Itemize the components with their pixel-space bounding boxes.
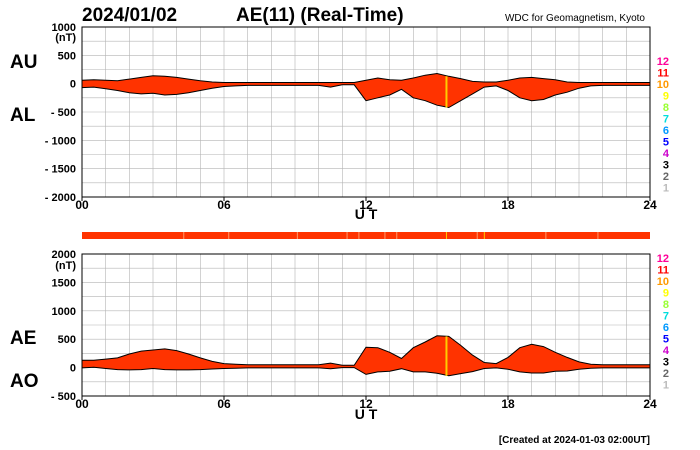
x-tick-label: 12 <box>359 397 373 411</box>
x-tick-label: 00 <box>75 198 89 212</box>
legend-station-10-bottom: 10 <box>657 276 669 288</box>
legend-station-2-top: 2 <box>663 171 669 183</box>
legend-station-3-bottom: 3 <box>663 357 669 369</box>
x-tick-label: 12 <box>359 198 373 212</box>
plot-area: 1000 500 0 - 500 - 1000 - 1500 - 2000 (nT) 00 06 1… <box>10 22 657 422</box>
filled-range-au-al <box>82 73 650 108</box>
legend-station-4-bottom: 4 <box>663 345 670 357</box>
legend-station-7-bottom: 7 <box>663 311 669 323</box>
y-tick-label: 2000 <box>52 249 76 261</box>
x-axis-label: U T <box>355 206 378 222</box>
status-bar <box>82 232 650 239</box>
legend-station-5-bottom: 5 <box>663 334 669 346</box>
legend-station-11-bottom: 11 <box>657 265 669 277</box>
y-tick-label: - 500 <box>51 391 76 403</box>
x-tick-label: 06 <box>217 198 231 212</box>
side-label-al: AL <box>10 105 36 126</box>
x-tick-label: 06 <box>217 397 231 411</box>
legend-station-8-bottom: 8 <box>663 299 669 311</box>
y-tick-label: 1000 <box>52 306 76 318</box>
status-bar-fill <box>82 232 650 239</box>
y-tick-label: 500 <box>58 334 76 346</box>
x-tick-label: 24 <box>643 397 657 411</box>
plot-frame <box>81 253 651 397</box>
y-tick-label: 1000 <box>52 22 76 34</box>
y-tick-label: 500 <box>58 50 76 62</box>
legend-station-6-bottom: 6 <box>663 322 669 334</box>
y-tick-label: 1500 <box>52 277 76 289</box>
panel-ae-ao: 2000 1500 1000 500 0 - 500 (nT) 00 06 12 18 24 U T AE… <box>10 249 657 422</box>
legend-station-3-top: 3 <box>663 160 669 172</box>
y-tick-label: - 2000 <box>45 192 76 204</box>
chart-title: AE(11) (Real-Time) <box>236 5 404 26</box>
panel-au-al: 1000 500 0 - 500 - 1000 - 1500 - 2000 (nT) 00 06 1… <box>10 22 657 222</box>
legend-station-6-top: 6 <box>663 125 669 137</box>
y-tick-label: - 1000 <box>45 135 76 147</box>
legend-station-8-top: 8 <box>663 102 669 114</box>
created-timestamp: [Created at 2024-01-03 02:00UT] <box>499 435 650 446</box>
x-tick-label: 18 <box>501 397 515 411</box>
legend-station-7-top: 7 <box>663 114 669 126</box>
legend-station-9-bottom: 9 <box>663 288 669 300</box>
legend-station-12-top: 12 <box>657 56 669 68</box>
x-tick-label: 00 <box>75 397 89 411</box>
side-label-ae: AE <box>10 328 36 349</box>
series-line-al <box>81 84 650 109</box>
series-line-ao <box>81 366 650 377</box>
legend-station-1-bottom: 1 <box>663 380 669 392</box>
y-tick-label: - 500 <box>51 107 76 119</box>
legend-station-5-top: 5 <box>663 137 669 149</box>
y-unit-label: (nT) <box>55 32 76 44</box>
filled-range-ae-ao <box>82 335 650 376</box>
legend-station-2-bottom: 2 <box>663 368 669 380</box>
series-line-au <box>81 72 650 83</box>
legend-station-4-top: 4 <box>663 148 670 160</box>
series-line-ae <box>82 335 650 366</box>
legend-station-11-top: 11 <box>657 68 669 80</box>
legend-station-1-top: 1 <box>663 183 669 195</box>
legend-station-10-top: 10 <box>657 79 669 91</box>
x-tick-label: 24 <box>643 198 657 212</box>
y-unit-label: (nT) <box>55 260 76 272</box>
y-tick-label: - 1500 <box>45 164 76 176</box>
y-tick-label: 0 <box>70 79 76 91</box>
legend-station-9-top: 9 <box>663 91 669 103</box>
chart-date: 2024/01/02 <box>82 5 177 26</box>
plot-frame <box>81 26 651 198</box>
x-tick-label: 18 <box>501 198 515 212</box>
x-axis-label: U T <box>355 406 378 422</box>
side-label-au: AU <box>10 52 37 73</box>
y-tick-label: 0 <box>70 363 76 375</box>
legend-station-12-bottom: 12 <box>657 253 669 265</box>
side-label-ao: AO <box>10 371 39 392</box>
organization-label: WDC for Geomagnetism, Kyoto <box>505 13 645 24</box>
